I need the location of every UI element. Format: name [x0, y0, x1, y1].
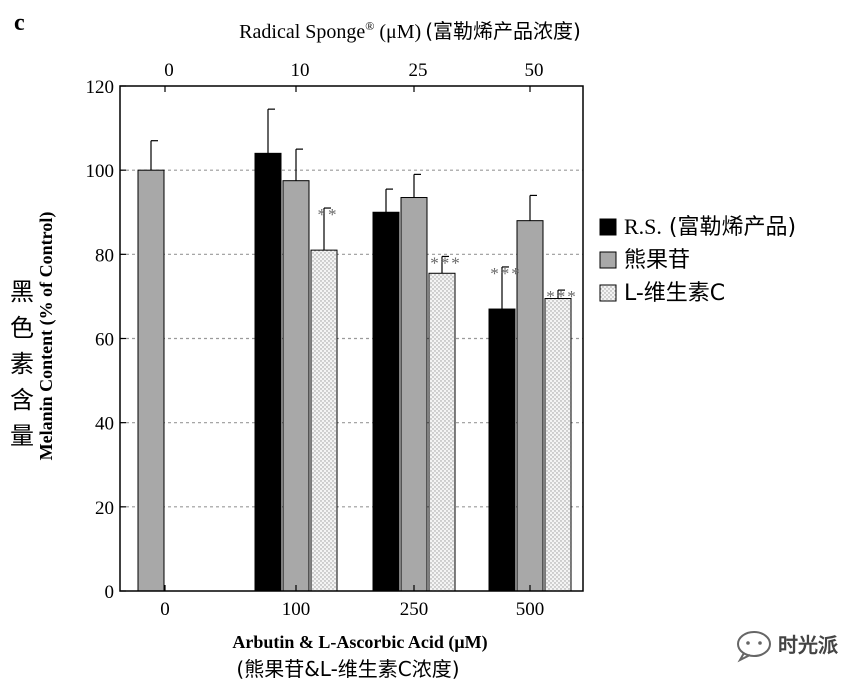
y-tick-label: 80	[95, 245, 114, 266]
y-tick-label: 0	[105, 582, 115, 603]
top-tick-label: 10	[291, 60, 310, 81]
legend-label-rs: R.S. (富勒烯产品)	[624, 214, 796, 240]
bar-rs	[254, 152, 282, 592]
top-tick-label: 25	[409, 60, 428, 81]
bar-vitc	[428, 272, 456, 592]
x-tick-label: 0	[160, 599, 170, 620]
y-tick-label: 120	[86, 77, 115, 98]
plot-frame	[119, 85, 584, 592]
y-tick-label: 20	[95, 498, 114, 519]
legend-swatch-rs	[599, 218, 617, 236]
y-axis-label-cn-char: 量	[10, 422, 34, 450]
y-axis-label-cn-char: 素	[10, 350, 34, 378]
significance-marker: ***	[490, 264, 522, 283]
bar-arbutin	[137, 169, 165, 592]
legend: R.S. (富勒烯产品) 熊果苷 L-维生素C	[599, 214, 796, 306]
significance-marker: ***	[546, 287, 578, 306]
legend-swatch-arbutin	[599, 251, 617, 269]
bar-vitc	[544, 298, 572, 592]
bar-arbutin	[400, 197, 428, 592]
watermark: 时光派	[737, 631, 839, 663]
chat-bubble-icon	[737, 631, 771, 663]
y-tick-label: 40	[95, 414, 114, 435]
watermark-text: 时光派	[778, 633, 839, 657]
bar-rs	[488, 308, 516, 592]
legend-swatch-vitc	[599, 284, 617, 302]
y-tick-label: 60	[95, 330, 114, 351]
top-tick-label: 0	[164, 60, 174, 81]
y-tick-label: 100	[86, 161, 115, 182]
y-axis-label: Melanin Content (% of Control)	[36, 212, 57, 461]
bar-rs	[372, 211, 400, 592]
significance-marker: ***	[430, 253, 462, 272]
significance-marker: **	[318, 205, 339, 224]
legend-label-vitc: L-维生素C	[624, 281, 725, 306]
bar-arbutin	[282, 180, 310, 592]
x-axis-label-cn: (熊果苷&L-维生素C浓度)	[236, 657, 459, 681]
top-tick-label: 50	[525, 60, 544, 81]
bar-vitc	[310, 249, 338, 592]
legend-label-arbutin: 熊果苷	[624, 248, 690, 273]
y-axis-label-cn-char: 黑	[10, 278, 34, 306]
x-tick-label: 250	[400, 599, 429, 620]
x-tick-label: 100	[282, 599, 311, 620]
y-axis-label-cn-char: 色	[10, 314, 34, 342]
x-tick-label: 500	[516, 599, 545, 620]
y-axis-label-cn-char: 含	[10, 386, 34, 414]
x-axis-label: Arbutin & L-Ascorbic Acid (μM)	[232, 632, 487, 653]
top-axis-title: Radical Sponge® (μM) (富勒烯产品浓度)	[239, 19, 581, 43]
panel-label: c	[14, 10, 25, 36]
